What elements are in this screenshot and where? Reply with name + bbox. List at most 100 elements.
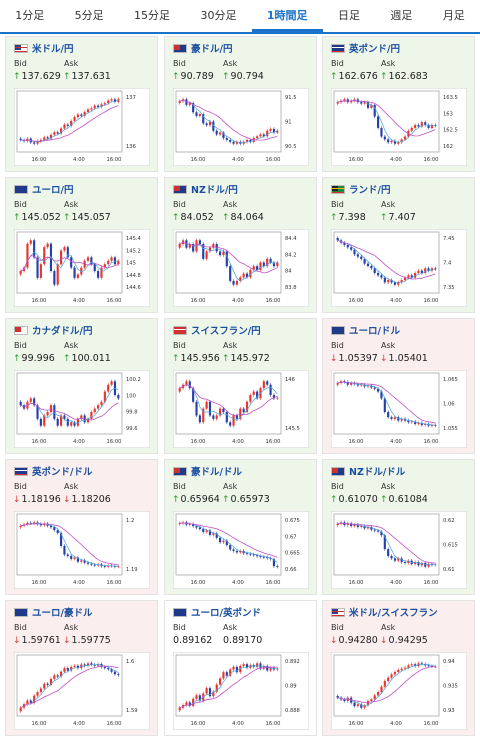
candle-body: [239, 408, 242, 419]
pair-name[interactable]: NZドル/ドル: [349, 467, 406, 478]
rate-card-header[interactable]: ユーロ/ドル: [331, 324, 400, 337]
tab-30min[interactable]: 30分足: [200, 9, 237, 22]
pair-name[interactable]: 米ドル/スイスフラン: [349, 608, 438, 619]
rate-card[interactable]: ユーロ/豪ドル Bid Ask ↓1.59761 ↓1.59775 1.6 1.59 16:0…: [5, 600, 158, 736]
arrow-up-icon: ↑: [330, 213, 338, 223]
rate-card-header[interactable]: NZドル/円: [173, 183, 238, 196]
candle-body: [397, 282, 400, 285]
rate-card[interactable]: ランド/円 Bid Ask ↑7.398 ↑7.407 7.45 7.4 7.35 16:00 4…: [322, 177, 475, 313]
tab-5min[interactable]: 5分足: [74, 9, 104, 22]
tab-weekly[interactable]: 週足: [390, 9, 413, 22]
price-chart[interactable]: 0.675 0.67 0.665 0.66 16:00 4:00 16:00: [173, 511, 309, 589]
candle-body: [239, 550, 242, 553]
pair-name[interactable]: ユーロ/円: [32, 185, 74, 196]
candle-body: [202, 408, 205, 423]
candle-body: [424, 423, 427, 425]
ask-price: 100.011: [71, 353, 111, 364]
pair-name[interactable]: スイスフラン/円: [191, 326, 261, 337]
y-tick-label: 1.19: [126, 567, 138, 573]
pair-name[interactable]: 米ドル/円: [32, 44, 74, 55]
flag-icon: [14, 43, 28, 53]
rate-card-header[interactable]: ユーロ/円: [14, 183, 74, 196]
pair-name[interactable]: ユーロ/豪ドル: [32, 608, 93, 619]
pair-name[interactable]: ユーロ/英ポンド: [191, 608, 261, 619]
x-tick-label: 4:00: [232, 298, 244, 304]
short-ma-line: [179, 99, 278, 144]
candle-body: [39, 418, 42, 426]
price-chart[interactable]: 145.4 145.2 145 144.8 144.6 16:00 4:00 16:00: [14, 229, 150, 307]
candle-body: [53, 132, 56, 135]
rate-card[interactable]: ユーロ/円 Bid Ask ↑145.052 ↑145.057 145.4 145.2 145…: [5, 177, 158, 313]
price-chart[interactable]: 0.94 0.935 0.93 16:00 4:00 16:00: [331, 652, 467, 730]
rate-card[interactable]: スイスフラン/円 Bid Ask ↑145.956 ↑145.972 146 145.5 16…: [164, 318, 317, 454]
candle-body: [353, 702, 356, 707]
pair-name[interactable]: 豪ドル/円: [191, 44, 233, 55]
price-chart[interactable]: 163.5 163 162.5 162 16:00 4:00 16:00: [331, 88, 467, 166]
price-chart[interactable]: 7.45 7.4 7.35 16:00 4:00 16:00: [331, 229, 467, 307]
rate-card[interactable]: ユーロ/英ポンド Bid Ask 0.89162 0.89170 0.892 0.89 0.8…: [164, 600, 317, 736]
rate-card-header[interactable]: 米ドル/円: [14, 42, 74, 55]
rate-card-header[interactable]: カナダドル/円: [14, 324, 93, 337]
rate-card-header[interactable]: 英ポンド/円: [331, 42, 400, 55]
x-tick-label: 16:00: [266, 721, 281, 727]
price-chart[interactable]: 84.4 84.2 84 83.8 16:00 4:00 16:00: [173, 229, 309, 307]
rate-card-header[interactable]: ユーロ/英ポンド: [173, 606, 261, 619]
tab-1hour[interactable]: 1時間足: [251, 0, 323, 32]
tab-daily[interactable]: 日足: [337, 9, 360, 22]
pair-name[interactable]: 豪ドル/ドル: [191, 467, 242, 478]
price-chart[interactable]: 137 136 16:00 4:00 16:00: [14, 88, 150, 166]
rate-card-header[interactable]: 豪ドル/ドル: [173, 465, 242, 478]
pair-name[interactable]: 英ポンド/円: [349, 44, 400, 55]
tab-monthly[interactable]: 月足: [442, 9, 465, 22]
candle-body: [66, 668, 69, 671]
price-chart[interactable]: 146 145.5 16:00 4:00 16:00: [173, 370, 309, 448]
rate-card-header[interactable]: ランド/円: [331, 183, 391, 196]
candle-body: [427, 665, 430, 667]
ask-label: Ask: [381, 623, 396, 632]
pair-name[interactable]: カナダドル/円: [32, 326, 93, 337]
tab-15min[interactable]: 15分足: [134, 9, 171, 22]
price-chart[interactable]: 0.892 0.89 0.888 16:00 4:00 16:00: [173, 652, 309, 730]
rate-card[interactable]: 米ドル/円 Bid Ask ↑137.629 ↑137.631 137 136 16:00 4:…: [5, 36, 158, 172]
bid-label: Bid: [14, 482, 27, 491]
candle-body: [36, 692, 39, 696]
rate-card[interactable]: 豪ドル/円 Bid Ask ↑90.789 ↑90.794 91.5 91 90.5 16:00…: [164, 36, 317, 172]
rate-card[interactable]: 英ポンド/ドル Bid Ask ↓1.18196 ↓1.18206 1.2 1.19 16:0…: [5, 459, 158, 595]
rate-card-header[interactable]: 米ドル/スイスフラン: [331, 606, 438, 619]
price-chart[interactable]: 1.2 1.19 16:00 4:00 16:00: [14, 511, 150, 589]
pair-name[interactable]: ユーロ/ドル: [349, 326, 400, 337]
price-chart[interactable]: 0.62 0.615 0.61 16:00 4:00 16:00: [331, 511, 467, 589]
flag-icon: [331, 184, 345, 194]
rate-card[interactable]: カナダドル/円 Bid Ask ↑99.996 ↑100.011 100.2 100 99.8…: [5, 318, 158, 454]
candle-body: [97, 405, 100, 409]
pair-name[interactable]: ランド/円: [349, 185, 391, 196]
rate-card[interactable]: 英ポンド/円 Bid Ask ↑162.676 ↑162.683 163.5 163 162.…: [322, 36, 475, 172]
rate-card-header[interactable]: 英ポンド/ドル: [14, 465, 93, 478]
candle-body: [208, 401, 212, 416]
ask-value: ↑0.61084: [380, 494, 428, 505]
rate-card[interactable]: 米ドル/スイスフラン Bid Ask ↓0.94280 ↓0.94295 0.94 0.93…: [322, 600, 475, 736]
candle-body: [259, 556, 262, 557]
rate-card[interactable]: 豪ドル/ドル Bid Ask ↑0.65964 ↑0.65973 0.675 0.67 0.6…: [164, 459, 317, 595]
rate-card[interactable]: NZドル/円 Bid Ask ↑84.052 ↑84.064 84.4 84.2 84 83.8…: [164, 177, 317, 313]
rate-card[interactable]: NZドル/ドル Bid Ask ↑0.61070 ↑0.61084 0.62 0.615 0.…: [322, 459, 475, 595]
pair-name[interactable]: 英ポンド/ドル: [32, 467, 93, 478]
candle-body: [66, 247, 69, 258]
rate-card-header[interactable]: 豪ドル/円: [173, 42, 233, 55]
pair-name[interactable]: NZドル/円: [191, 185, 238, 196]
price-chart[interactable]: 1.065 1.06 1.055 16:00 4:00 16:00: [331, 370, 467, 448]
price-chart[interactable]: 91.5 91 90.5 16:00 4:00 16:00: [173, 88, 309, 166]
rate-card-header[interactable]: ユーロ/豪ドル: [14, 606, 93, 619]
price-chart[interactable]: 1.6 1.59 16:00 4:00 16:00: [14, 652, 150, 730]
candle-body: [107, 384, 110, 392]
candle-body: [397, 669, 400, 672]
candle-body: [90, 108, 93, 110]
x-tick-label: 4:00: [73, 298, 85, 304]
price-chart[interactable]: 100.2 100 99.8 99.6 16:00 4:00 16:00: [14, 370, 150, 448]
rate-card[interactable]: ユーロ/ドル Bid Ask ↓1.05397 ↓1.05401 1.065 1.06 1.0…: [322, 318, 475, 454]
rate-card-header[interactable]: NZドル/ドル: [331, 465, 406, 478]
rate-card-header[interactable]: スイスフラン/円: [173, 324, 261, 337]
bid-label: Bid: [331, 341, 344, 350]
tab-1min[interactable]: 1分足: [15, 9, 45, 22]
candle-body: [377, 388, 380, 392]
